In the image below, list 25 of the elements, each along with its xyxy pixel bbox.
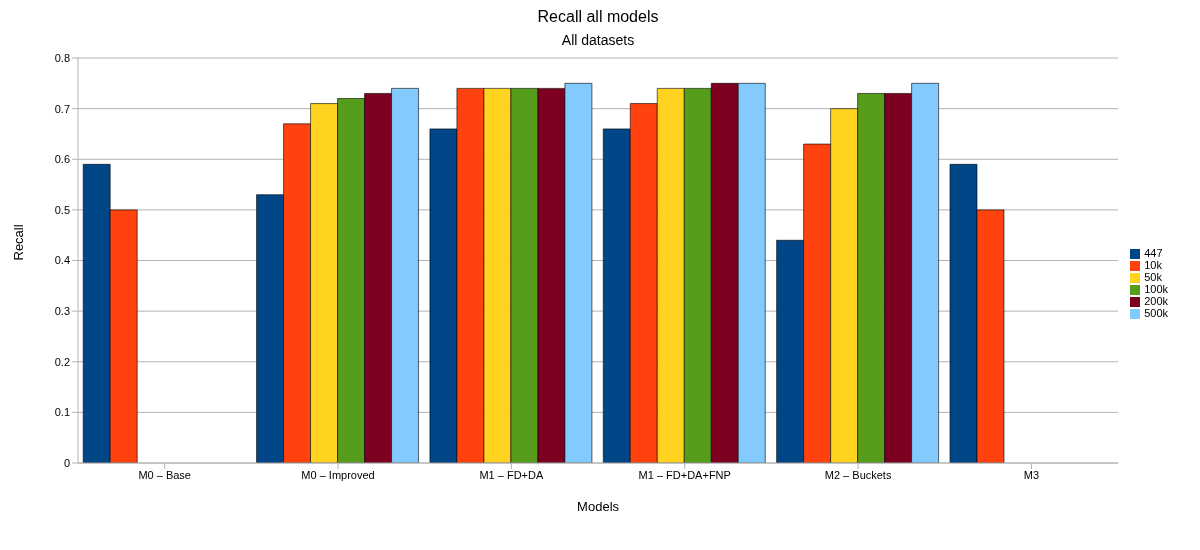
x-tick-label: M0 – Improved <box>301 468 375 481</box>
legend-label: 200k <box>1144 295 1168 308</box>
legend-label: 447 <box>1144 246 1163 259</box>
x-axis-title: Models <box>577 499 620 514</box>
y-tick-label: 0 <box>63 456 70 469</box>
y-tick-label: 0.5 <box>54 203 70 216</box>
x-tick-label: M3 <box>1023 468 1040 481</box>
x-tick-label: M1 – FD+DA+FNP <box>638 468 731 481</box>
y-tick-label: 0.8 <box>54 51 70 64</box>
x-tick-label: M1 – FD+DA <box>479 468 544 481</box>
legend-label: 10k <box>1144 258 1162 271</box>
legend-label: 500k <box>1144 307 1168 320</box>
x-tick-label: M0 – Base <box>138 468 191 481</box>
y-tick-label: 0.4 <box>54 254 70 267</box>
legend-label: 100k <box>1144 283 1168 295</box>
y-tick-label: 0.7 <box>54 102 70 115</box>
chart-subtitle: All datasets <box>560 32 636 48</box>
y-tick-label: 0.1 <box>54 406 70 419</box>
x-tick-label: M2 – Buckets <box>824 468 892 481</box>
y-tick-label: 0.6 <box>54 153 70 166</box>
legend-label: 50k <box>1144 270 1162 283</box>
y-tick-label: 0.3 <box>54 305 70 318</box>
y-tick-label: 0.2 <box>54 355 70 368</box>
y-axis-title: Recall <box>10 224 26 261</box>
chart-title: Recall all models <box>536 8 660 26</box>
